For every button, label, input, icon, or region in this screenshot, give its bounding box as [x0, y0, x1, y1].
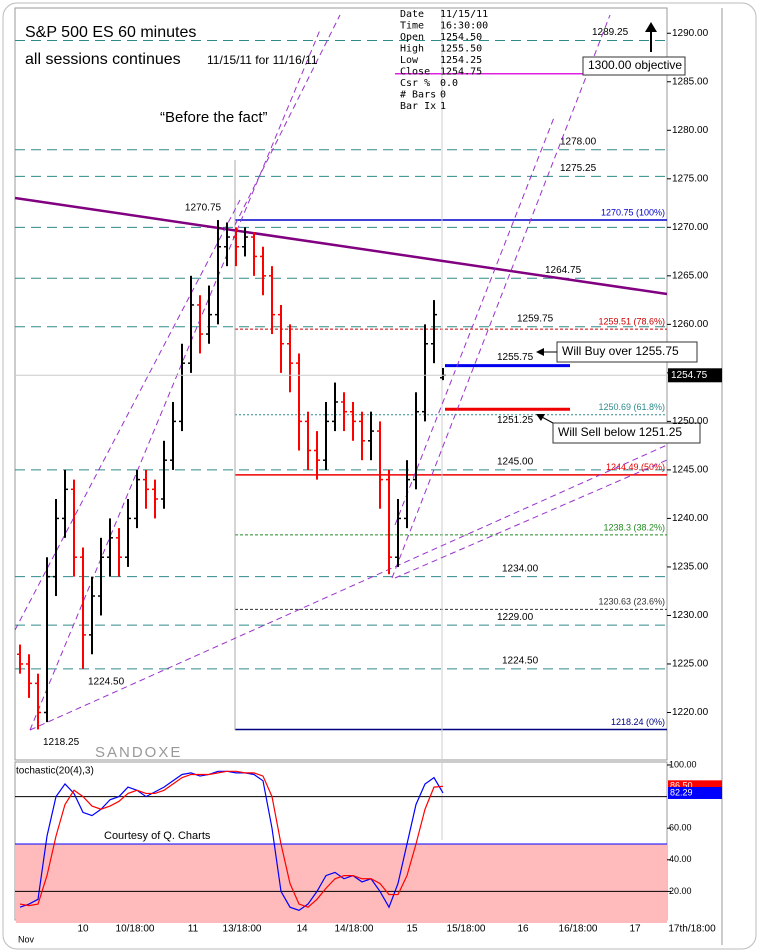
info-label: Close [400, 67, 430, 78]
x-tick-label: 15/18:00 [447, 924, 486, 935]
x-tick-label: 11 [188, 924, 199, 935]
price-panel [14, 7, 668, 761]
x-tick-label: 17th/18:00 [668, 924, 716, 935]
credit: Courtesy of Q. Charts [104, 830, 211, 842]
y-tick-label: 1260.00 [672, 319, 709, 330]
level-label: 1259.75 [517, 313, 554, 324]
price-readout-label: 1254.75 [671, 370, 708, 381]
stoch-readout [668, 786, 722, 799]
y-tick-label: 1285.00 [672, 76, 709, 87]
y-tick-label: 1265.00 [672, 270, 709, 281]
info-label: Time [400, 21, 424, 32]
level-label: 1234.00 [502, 563, 539, 574]
x-tick-label: 16 [517, 924, 529, 935]
y-tick-label: 1220.00 [672, 707, 709, 718]
x-tick-label: 10/18:00 [116, 924, 155, 935]
level-label: 1251.25 [497, 415, 534, 426]
stoch-readout-label: 82.29 [670, 787, 693, 797]
bar-label: 1224.50 [88, 676, 125, 687]
callout-text: Will Sell below 1251.25 [558, 425, 682, 439]
level-label: 1245.00 [497, 457, 534, 468]
y-tick-label: 1235.00 [672, 562, 709, 573]
callout-buy: Will Buy over 1255.75 [536, 341, 698, 363]
y-tick-label: 1240.00 [672, 513, 709, 524]
level-label: 1250.69 (61.8%) [598, 402, 665, 412]
level-label: 1224.50 [502, 655, 539, 666]
level-label: 1255.75 [497, 352, 534, 363]
month-label: Nov [18, 934, 35, 944]
watermark: SANDOXE [95, 744, 182, 761]
callout-objective: 1300.00 objective [582, 22, 686, 76]
price-readout [668, 368, 722, 383]
level-label: 1275.25 [560, 163, 597, 174]
level-label: 1238.3 (38.2%) [603, 522, 665, 532]
stoch-readout-label: 86.50 [670, 781, 693, 791]
chart-title: S&P 500 ES 60 minutes [25, 24, 196, 41]
level-label: 1229.00 [497, 612, 534, 623]
level-label: 1289.25 [592, 27, 629, 38]
info-value: 1254.50 [440, 32, 482, 43]
x-tick-label: 14/18:00 [335, 924, 374, 935]
stoch-line [19, 770, 444, 908]
subtitle: all sessions continues [25, 51, 181, 68]
date-note: 11/15/11 for 11/16/11 [207, 53, 318, 67]
info-value: 0 [440, 90, 446, 101]
info-label: Low [400, 55, 419, 66]
x-tick-label: 10 [77, 924, 89, 935]
info-label: High [400, 44, 424, 55]
y-tick-label: 1250.00 [672, 416, 709, 427]
y-tick-label: 1225.00 [672, 659, 709, 670]
info-value: 16:30:00 [440, 21, 488, 32]
level-label: 1230.63 (23.6%) [598, 597, 665, 607]
info-label: Bar Ix [400, 101, 436, 112]
info-value: 1 [440, 101, 446, 112]
stoch-title: tochastic(20(4),3) [16, 766, 94, 777]
x-tick-label: 17 [629, 924, 641, 935]
info-label: Open [400, 32, 424, 43]
y-tick-label: 20.00 [669, 886, 692, 896]
y-tick-label: 1275.00 [672, 173, 709, 184]
x-tick-label: 14 [296, 924, 308, 935]
y-tick-label: 1270.00 [672, 222, 709, 233]
y-tick-label: 40.00 [669, 854, 692, 864]
callout-text: 1300.00 objective [588, 58, 682, 72]
level-label: 1270.75 (100%) [601, 207, 665, 217]
info-label: # Bars [400, 90, 436, 101]
y-tick-label: 100.00 [669, 759, 697, 769]
level-label: 1278.00 [560, 136, 597, 147]
stoch-line [19, 770, 444, 912]
info-value: 1254.25 [440, 55, 482, 66]
level-label: 1259.51 (78.6%) [598, 316, 665, 326]
channels [14, 14, 668, 731]
x-tick-label: 16/18:00 [559, 924, 598, 935]
y-tick-label: 1290.00 [672, 28, 709, 39]
x-tick-label: 15 [406, 924, 418, 935]
info-label: Csr % [400, 78, 430, 89]
callout-sell: Will Sell below 1251.25 [536, 414, 701, 444]
stoch-band [16, 844, 667, 923]
bar-label: 1270.75 [185, 203, 222, 214]
info-label: Date [400, 9, 424, 20]
level-label: 1218.24 (0%) [611, 717, 665, 727]
x-tick-label: 13/18:00 [223, 924, 262, 935]
level-label: 1264.75 [545, 265, 582, 276]
levels: 1289.251285.83 (127.2%)1278.001275.25127… [15, 27, 667, 731]
info-value: 1254.75 [440, 67, 482, 78]
level-label: 1244.49 (50%) [606, 462, 665, 472]
y-tick-label: 60.00 [669, 823, 692, 833]
callout-text: Will Buy over 1255.75 [562, 344, 679, 358]
bar-label: 1218.25 [43, 737, 80, 748]
y-tick-label: 1280.00 [672, 125, 709, 136]
y-tick-label: 1230.00 [672, 610, 709, 621]
trendline [14, 196, 668, 296]
annotation: “Before the fact” [160, 109, 268, 126]
y-tick-label: 1245.00 [672, 465, 709, 476]
info-box: Date 11/15/11 Time 16:30:00 Open 1254.50 High 1… [400, 9, 488, 112]
info-value: 1255.50 [440, 44, 482, 55]
info-value: 11/15/11 [440, 9, 488, 20]
info-value: 0.0 [440, 78, 458, 89]
